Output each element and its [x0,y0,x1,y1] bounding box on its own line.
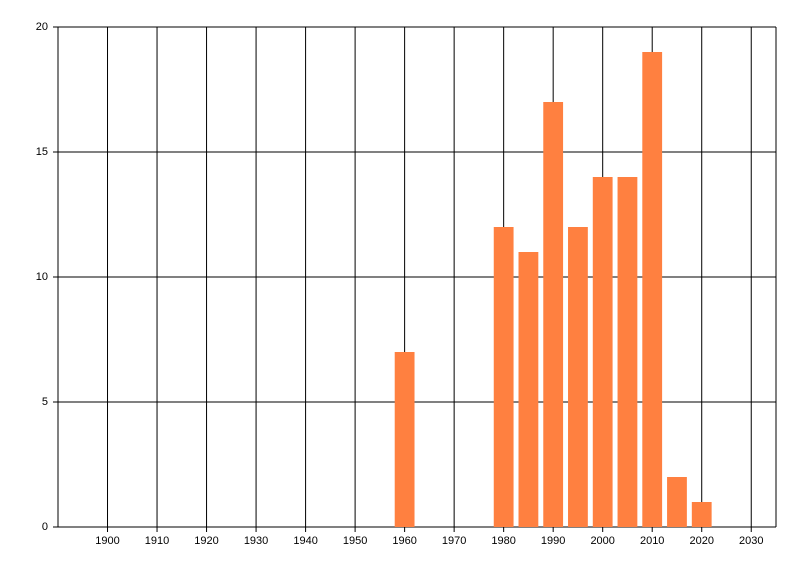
x-tick-label: 1920 [194,535,218,547]
bar [691,502,712,527]
y-tick-label: 5 [42,396,48,408]
y-tick-label: 15 [36,146,48,158]
bar [394,352,415,527]
x-tick-label: 1960 [392,535,416,547]
y-tick-label: 10 [36,271,48,283]
bar [617,177,638,527]
x-tick-label: 2030 [739,535,763,547]
x-tick-label: 1980 [491,535,515,547]
bar [642,52,663,527]
x-tick-label: 1900 [95,535,119,547]
y-tick-label: 20 [36,21,48,33]
bar [667,477,687,527]
bar [568,227,588,527]
x-tick-label: 1990 [541,535,565,547]
y-tick-label: 0 [42,521,48,533]
bar [493,227,514,527]
x-tick-label: 2010 [640,535,664,547]
bar [543,102,564,527]
x-tick-label: 1940 [293,535,317,547]
x-tick-label: 1950 [343,535,367,547]
x-tick-label: 2020 [689,535,713,547]
x-tick-label: 1930 [244,535,268,547]
x-tick-label: 1910 [145,535,169,547]
x-tick-label: 2000 [590,535,614,547]
x-tick-label: 1970 [442,535,466,547]
bar [518,252,539,527]
bar [592,177,613,527]
